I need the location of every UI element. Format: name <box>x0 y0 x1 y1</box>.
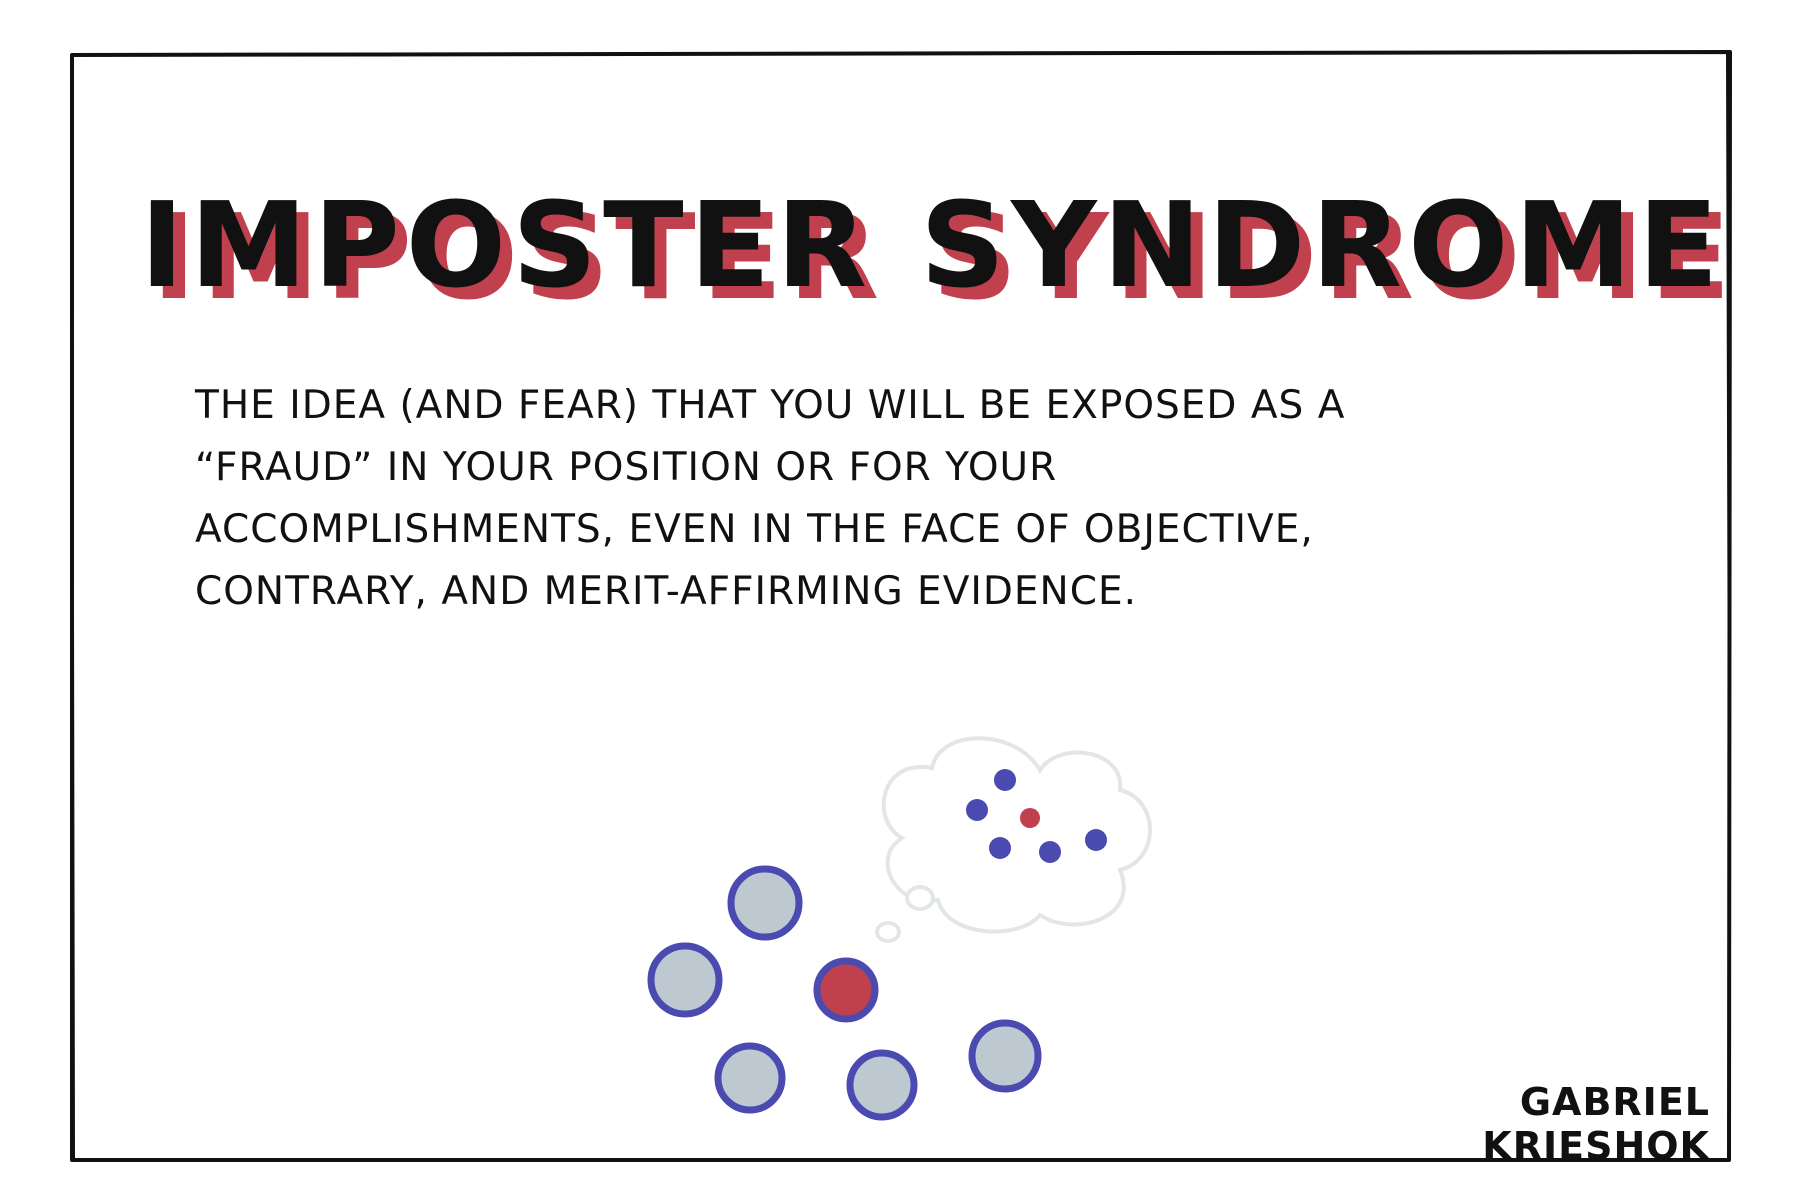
thought-dot-icon <box>994 769 1016 791</box>
self-dot-icon <box>813 957 879 1023</box>
person-circle-icon <box>647 942 723 1018</box>
thought-dot-icon <box>1085 829 1107 851</box>
title: IMPOSTER SYNDROME IMPOSTER SYNDROME <box>140 170 1731 326</box>
thought-dot-icon <box>989 837 1011 859</box>
illustration <box>647 736 1152 1121</box>
person-circle-icon <box>714 1042 786 1114</box>
thought-dot-icon <box>1039 841 1061 863</box>
definition-text: THE IDEA (AND FEAR) THAT YOU WILL BE EXP… <box>195 383 1346 614</box>
author-signature: GABRIEL KRIESHOK <box>1482 1080 1710 1168</box>
thought-trail-icon <box>905 885 935 911</box>
thought-dot-icon <box>966 799 988 821</box>
thought-dot-self-icon <box>1020 808 1040 828</box>
thought-bubble-icon <box>875 736 1152 943</box>
title-shadow: IMPOSTER SYNDROME <box>152 188 1737 326</box>
person-circle-icon <box>968 1019 1042 1093</box>
thought-trail-icon <box>875 921 901 943</box>
title-text: IMPOSTER SYNDROME <box>140 176 1725 314</box>
group-of-people-icon <box>647 865 1042 1121</box>
person-circle-icon <box>846 1049 918 1121</box>
person-circle-icon <box>727 865 803 941</box>
